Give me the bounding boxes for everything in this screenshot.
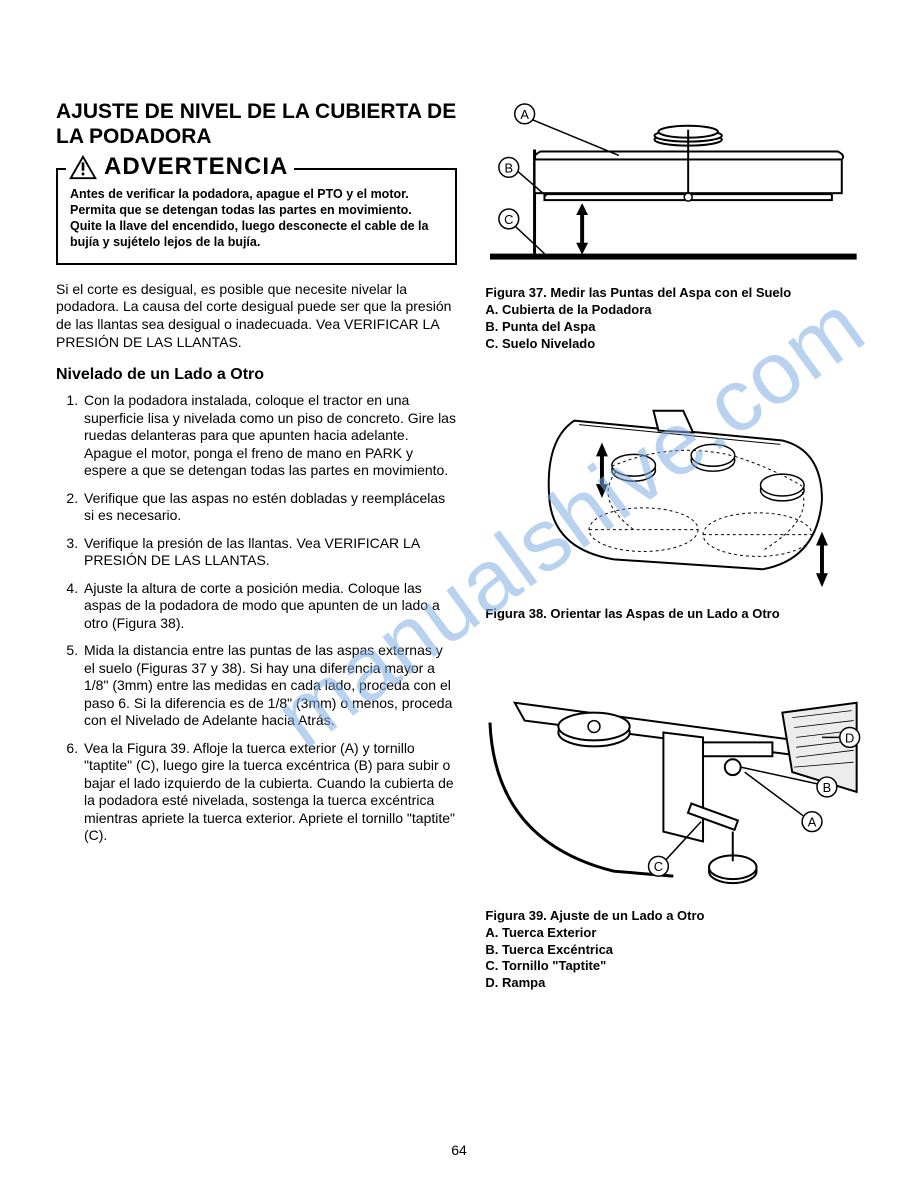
list-item: Verifique la presión de las llantas. Vea…	[82, 535, 457, 570]
svg-text:B: B	[823, 780, 832, 795]
warning-header: ADVERTENCIA	[66, 153, 294, 181]
figure-39-item-d: D. Rampa	[485, 975, 862, 992]
page-title: AJUSTE DE NIVEL DE LA CUBIERTA DE LA POD…	[56, 100, 457, 150]
list-item: Con la podadora instalada, coloque el tr…	[82, 392, 457, 480]
list-item: Verifique que las aspas no estén doblada…	[82, 490, 457, 525]
svg-text:B: B	[505, 160, 514, 175]
figure-38-image	[485, 381, 862, 599]
figure-39-caption: Figura 39. Ajuste de un Lado a Otro	[485, 908, 862, 925]
svg-text:A: A	[808, 814, 817, 829]
figure-39-item-c: C. Tornillo "Taptite"	[485, 958, 862, 975]
svg-text:A: A	[521, 107, 530, 122]
list-item: Mida la distancia entre las puntas de la…	[82, 642, 457, 730]
figure-37-caption: Figura 37. Medir las Puntas del Aspa con…	[485, 285, 862, 302]
warning-box: ADVERTENCIA Antes de verificar la podado…	[56, 168, 457, 265]
intro-paragraph: Si el corte es desigual, es posible que …	[56, 281, 457, 353]
figure-37-item-a: A. Cubierta de la Podadora	[485, 302, 862, 319]
svg-text:D: D	[845, 730, 854, 745]
page-number: 64	[0, 1142, 918, 1158]
figure-38: Figura 38. Orientar las Aspas de un Lado…	[485, 381, 862, 623]
list-item: Ajuste la altura de corte a posición med…	[82, 580, 457, 633]
svg-text:C: C	[505, 212, 514, 227]
figure-39: A B C D Figura 39. Ajuste de un Lado a O…	[485, 673, 862, 992]
figure-39-image: A B C D	[485, 673, 862, 901]
figure-37-image: A B C	[485, 100, 862, 278]
steps-list: Con la podadora instalada, coloque el tr…	[56, 392, 457, 845]
figure-37-item-b: B. Punta del Aspa	[485, 319, 862, 336]
sub-heading: Nivelado de un Lado a Otro	[56, 366, 457, 384]
warning-icon	[68, 154, 98, 180]
figure-37-item-c: C. Suelo Nivelado	[485, 336, 862, 353]
figure-39-item-a: A. Tuerca Exterior	[485, 925, 862, 942]
figure-38-caption: Figura 38. Orientar las Aspas de un Lado…	[485, 606, 862, 623]
list-item: Vea la Figura 39. Afloje la tuerca exter…	[82, 740, 457, 845]
warning-body: Antes de verificar la podadora, apague e…	[70, 186, 443, 251]
svg-text:C: C	[654, 859, 663, 874]
figure-37: A B C Figura 37. Medir las Puntas del As…	[485, 100, 862, 353]
warning-title: ADVERTENCIA	[104, 153, 288, 181]
figure-39-item-b: B. Tuerca Excéntrica	[485, 942, 862, 959]
